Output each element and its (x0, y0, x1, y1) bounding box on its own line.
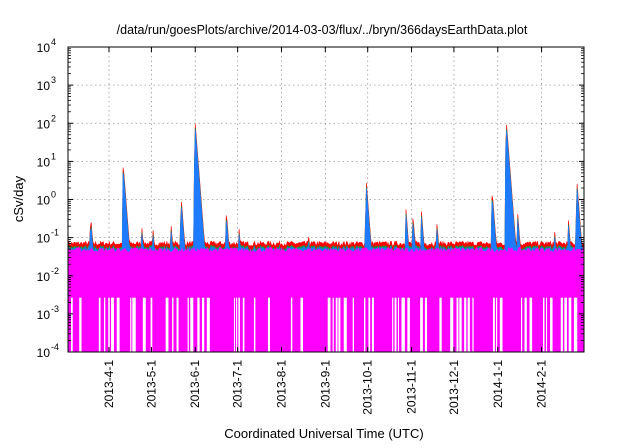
y-tick-label: 10 (37, 155, 51, 169)
y-tick-exponent: 3 (51, 75, 56, 85)
plot-area (67, 123, 585, 353)
chart-title: /data/run/goesPlots/archive/2014-03-03/f… (117, 23, 528, 37)
x-tick-label: 2013-8-1 (274, 360, 288, 408)
x-axis: 2013-4-1 2013-5-1 2013-6-1 2013-7-1 2013-8-1… (102, 47, 549, 415)
y-tick-label: 10 (37, 194, 51, 208)
y-tick-label: 10 (37, 79, 51, 93)
y-tick-exponent: -3 (51, 304, 59, 314)
series-area-magenta (68, 255, 584, 352)
y-tick-exponent: 1 (51, 151, 56, 161)
x-tick-label: 2013-4-1 (102, 360, 116, 408)
x-tick-label: 2013-9-1 (318, 360, 332, 408)
x-tick-label: 2014-2-1 (535, 360, 549, 408)
y-tick-label: 10 (37, 232, 51, 246)
magenta-dropouts (71, 297, 578, 352)
y-tick-label: 10 (37, 41, 51, 55)
y-tick-exponent: -2 (51, 266, 59, 276)
y-tick-exponent: 2 (51, 113, 56, 123)
x-tick-label: 2014-1-1 (491, 360, 505, 408)
x-tick-label: 2013-10-1 (361, 360, 375, 415)
x-axis-label: Coordinated Universal Time (UTC) (224, 426, 423, 441)
x-tick-label: 2013-7-1 (231, 360, 245, 408)
y-tick-exponent: -4 (51, 342, 59, 352)
y-tick-exponent: 0 (51, 190, 56, 200)
y-tick-label: 10 (37, 117, 51, 131)
y-tick-exponent: 4 (51, 37, 56, 47)
magenta-noise-edge (68, 247, 584, 256)
y-tick-label: 10 (37, 346, 51, 360)
y-tick-label: 10 (37, 308, 51, 322)
x-tick-label: 2013-5-1 (144, 360, 158, 408)
x-tick-label: 2013-12-1 (447, 360, 461, 415)
y-axis-label: cSv/day (11, 175, 26, 222)
y-tick-exponent: -1 (51, 228, 59, 238)
x-tick-label: 2013-11-1 (405, 360, 419, 414)
x-tick-label: 2013-6-1 (188, 360, 202, 408)
y-tick-label: 10 (37, 270, 51, 284)
